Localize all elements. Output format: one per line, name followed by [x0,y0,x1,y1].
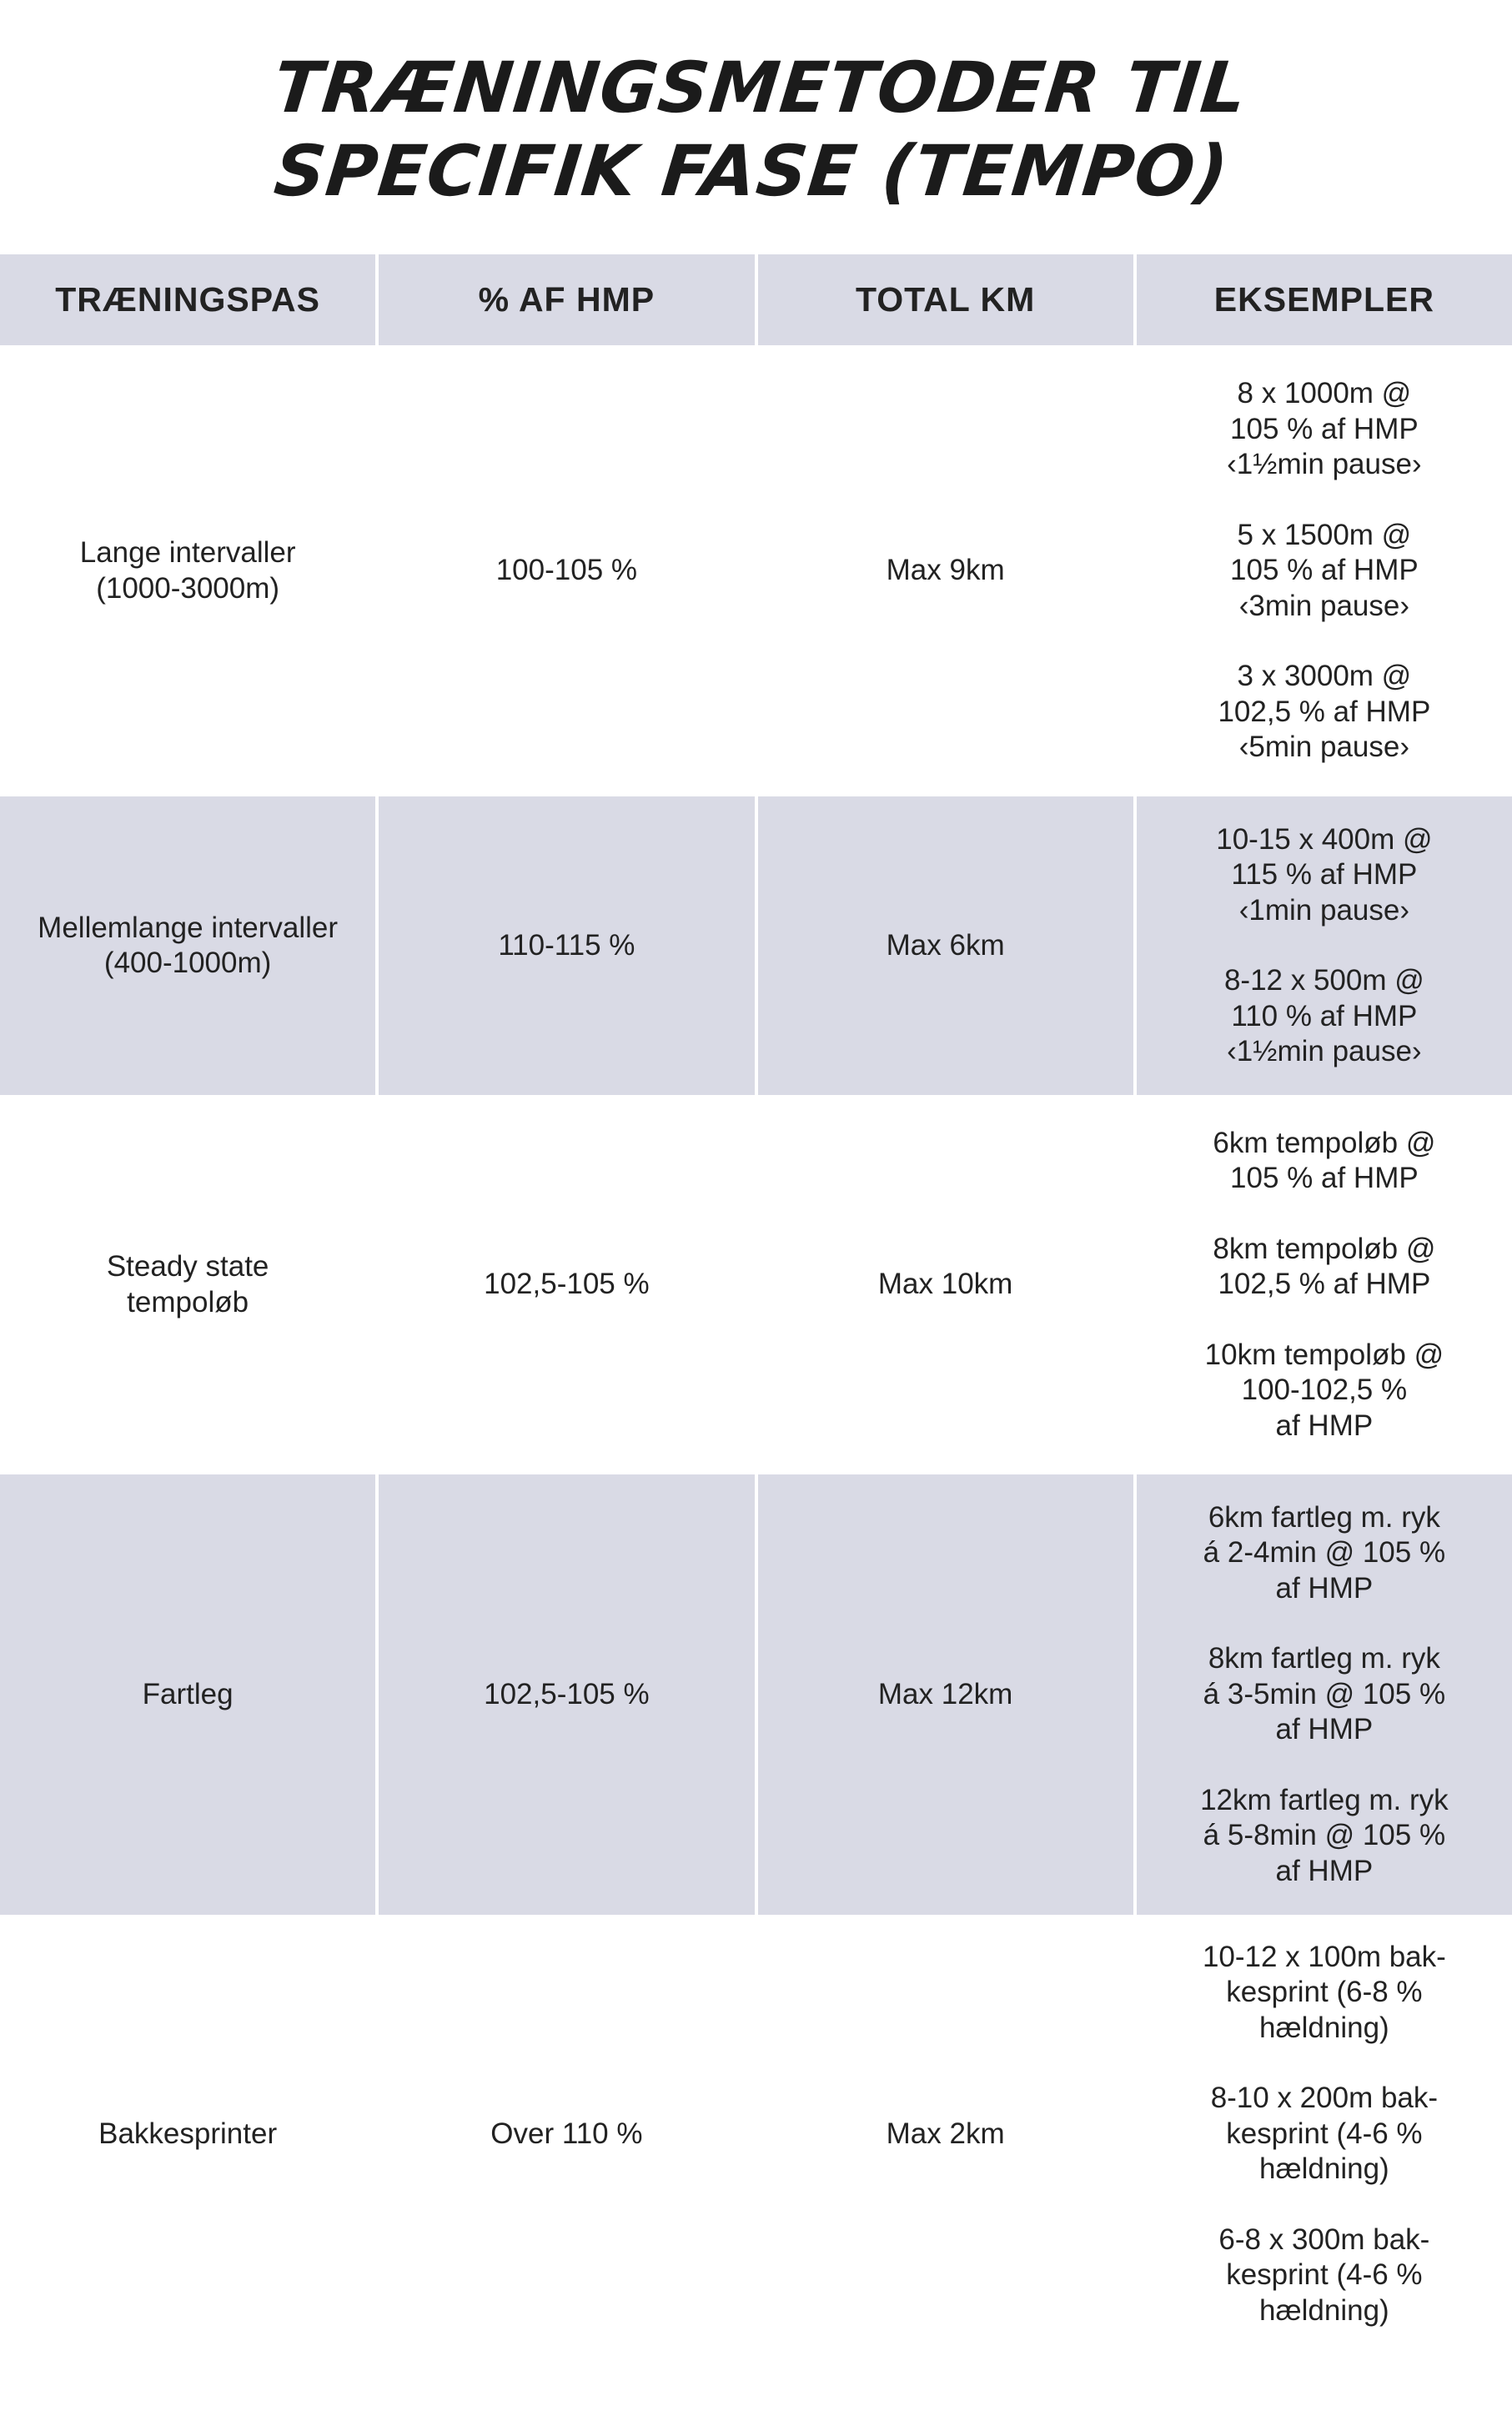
cell-examples: 10-15 x 400m @ 115 % af HMP ‹1min pause›… [1136,794,1512,1095]
cell-hmp: 110-115 % [379,794,755,1095]
table-row: Mellemlange intervaller (400-1000m) 110-1… [0,794,1512,1095]
cell-examples: 6km tempoløb @ 105 % af HMP 8km tempoløb … [1136,1095,1512,1472]
table-row: Bakkesprinter Over 110 % Max 2km 10-12 x 10… [0,1915,1512,2351]
example-item: 6km tempoløb @ 105 % af HMP [1213,1126,1436,1195]
cell-pas: Lange intervaller (1000-3000m) [0,345,376,794]
header-traeningspas: TRÆNINGSPAS [0,254,376,345]
cell-examples: 10-12 x 100m bak- kesprint (6-8 % hældni… [1136,1915,1512,2351]
table-row: Steady state tempoløb 102,5-105 % Max 10km… [0,1095,1512,1472]
cell-hmp: 102,5-105 % [379,1095,755,1472]
title-line-1: TRÆNINGSMETODER TIL [269,47,1252,128]
header-hmp: % AF HMP [379,254,755,345]
cell-hmp: Over 110 % [379,1915,755,2351]
header-eksempler: EKSEMPLER [1136,254,1512,345]
cell-km: Max 12km [757,1472,1133,1915]
cell-km: Max 6km [757,794,1133,1095]
example-item: 6-8 x 300m bak- kesprint (4-6 % hældning… [1218,2223,1430,2327]
example-item: 8km tempoløb @ 102,5 % af HMP [1213,1232,1436,1301]
header-total-km: TOTAL KM [757,254,1133,345]
title-line-2: SPECIFIK FASE (TEMPO) [270,130,1233,212]
example-item: 10-15 x 400m @ 115 % af HMP ‹1min pause› [1216,822,1433,927]
example-item: 10-12 x 100m bak- kesprint (6-8 % hældni… [1202,1940,1446,2044]
example-item: 3 x 3000m @ 102,5 % af HMP ‹5min pause› [1218,660,1431,764]
cell-examples: 8 x 1000m @ 105 % af HMP ‹1½min pause› 5 … [1136,345,1512,794]
example-item: 6km fartleg m. ryk á 2-4min @ 105 % af H… [1203,1500,1446,1605]
page-title: TRÆNINGSMETODER TIL SPECIFIK FASE (TEMPO… [0,46,1512,213]
table-row: Fartleg 102,5-105 % Max 12km 6km fartleg m.… [0,1472,1512,1915]
example-item: 8 x 1000m @ 105 % af HMP ‹1½min pause› [1227,377,1422,481]
cell-pas: Steady state tempoløb [0,1095,376,1472]
example-item: 8km fartleg m. ryk á 3-5min @ 105 % af H… [1203,1642,1446,1746]
example-item: 12km fartleg m. ryk á 5-8min @ 105 % af … [1200,1783,1449,1887]
cell-km: Max 2km [757,1915,1133,2351]
cell-pas: Fartleg [0,1472,376,1915]
cell-km: Max 10km [757,1095,1133,1472]
example-item: 10km tempoløb @ 100-102,5 % af HMP [1204,1338,1444,1442]
cell-km: Max 9km [757,345,1133,794]
header-row: TRÆNINGSPAS % AF HMP TOTAL KM EKSEMPLER [0,254,1512,345]
table-row: Lange intervaller (1000-3000m) 100-105 % M… [0,345,1512,794]
example-item: 5 x 1500m @ 105 % af HMP ‹3min pause› [1230,518,1419,622]
cell-pas: Mellemlange intervaller (400-1000m) [0,794,376,1095]
example-item: 8-12 x 500m @ 110 % af HMP ‹1½min pause› [1223,964,1424,1067]
cell-pas: Bakkesprinter [0,1915,376,2351]
cell-hmp: 102,5-105 % [379,1472,755,1915]
cell-hmp: 100-105 % [379,345,755,794]
cell-examples: 6km fartleg m. ryk á 2-4min @ 105 % af H… [1136,1472,1512,1915]
example-item: 8-10 x 200m bak- kesprint (4-6 % hældnin… [1210,2082,1439,2186]
training-methods-table: TRÆNINGSPAS % AF HMP TOTAL KM EKSEMPLER … [0,254,1512,2351]
